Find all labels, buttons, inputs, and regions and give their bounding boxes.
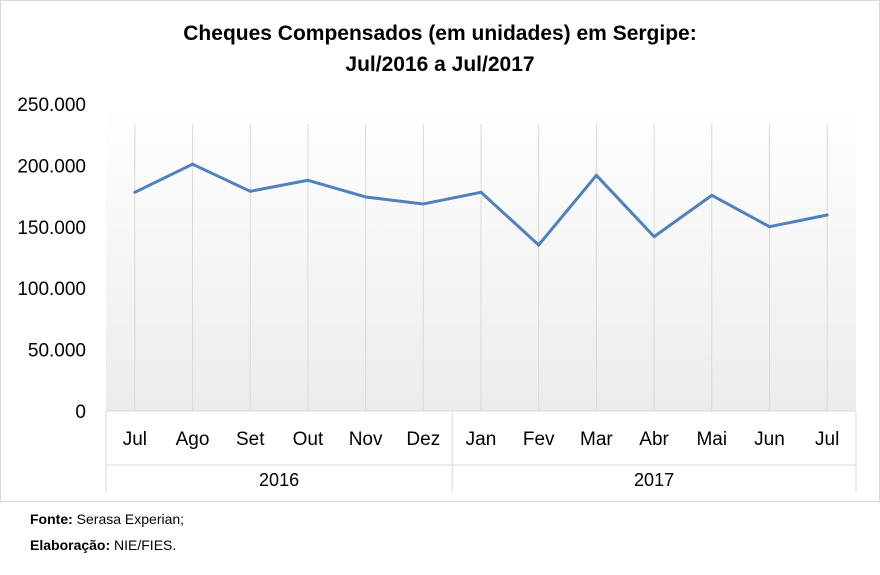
x-tick-label: Jul [815, 429, 839, 450]
data-point [306, 178, 310, 182]
x-tick-label: Ago [176, 429, 210, 450]
chart-title: Cheques Compensados (em unidades) em Ser… [183, 22, 696, 45]
x-tick-label: Set [236, 429, 265, 450]
x-tick-label: Mar [580, 429, 613, 450]
y-tick-label: 200.000 [17, 156, 86, 177]
data-point [133, 190, 137, 194]
data-point [537, 243, 541, 247]
x-tick-label: Fev [523, 429, 555, 450]
data-point [767, 225, 771, 229]
x-tick-label: Abr [639, 429, 669, 450]
y-tick-label: 0 [75, 402, 86, 423]
data-point [825, 213, 829, 217]
data-point [594, 173, 598, 177]
x-tick-label: Nov [349, 429, 383, 450]
x-tick-label: Jul [123, 429, 147, 450]
y-tick-label: 150.000 [17, 218, 86, 239]
y-tick-label: 100.000 [17, 279, 86, 300]
x-tick-label: Jan [466, 429, 497, 450]
data-point [248, 189, 252, 193]
elaboration-value: NIE/FIES. [110, 537, 177, 553]
x-tick-label: Out [293, 429, 324, 450]
data-point [479, 190, 483, 194]
chart-subtitle: Jul/2016 a Jul/2017 [345, 53, 534, 76]
x-group-label: 2016 [259, 470, 299, 490]
x-group-label: 2017 [634, 470, 674, 490]
source-label: Fonte: [30, 511, 73, 527]
elaboration-note: Elaboração: NIE/FIES. [30, 537, 176, 553]
source-note: Fonte: Serasa Experian; [30, 511, 184, 527]
data-point [421, 202, 425, 206]
x-tick-label: Dez [406, 429, 440, 450]
source-value: Serasa Experian; [72, 511, 185, 527]
data-point [364, 195, 368, 199]
y-tick-label: 250.000 [17, 95, 86, 116]
elaboration-label: Elaboração: [30, 537, 111, 553]
x-tick-label: Mai [696, 429, 727, 450]
data-point [710, 193, 714, 197]
data-point [652, 235, 656, 239]
data-point [191, 162, 195, 166]
line-chart: Cheques Compensados (em unidades) em Ser… [17, 22, 857, 492]
x-tick-label: Jun [754, 429, 785, 450]
y-tick-label: 50.000 [28, 341, 86, 362]
